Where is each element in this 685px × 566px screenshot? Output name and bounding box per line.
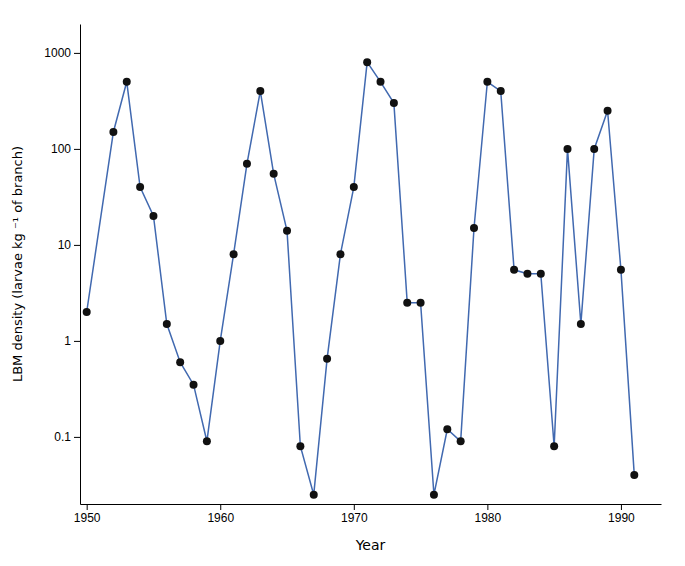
point [457, 437, 465, 445]
point [310, 491, 318, 499]
line [87, 62, 635, 494]
point [417, 299, 425, 307]
point [510, 266, 518, 274]
x-axis-line [81, 504, 662, 505]
x-axis-tick: 1970 [341, 504, 368, 525]
y-axis-tick: 1000 [44, 46, 80, 60]
point [216, 337, 224, 345]
point [390, 99, 398, 107]
x-axis-tick-label: 1990 [608, 511, 635, 525]
y-axis-tick: 100 [51, 142, 80, 156]
point [283, 227, 291, 235]
point [230, 250, 238, 258]
point [190, 381, 198, 389]
point [590, 145, 598, 153]
point [523, 270, 531, 278]
x-axis-tick: 1980 [475, 504, 502, 525]
point [630, 471, 638, 479]
point [136, 183, 144, 191]
point [149, 212, 157, 220]
point [564, 145, 572, 153]
x-axis-tick-mark [487, 504, 488, 510]
point [350, 183, 358, 191]
x-axis-tick-label: 1980 [475, 511, 502, 525]
x-axis-tick-mark [621, 504, 622, 510]
x-axis-tick: 1960 [207, 504, 234, 525]
point [176, 358, 184, 366]
x-axis-tick: 1950 [74, 504, 101, 525]
y-axis-tick-label: 100 [51, 142, 71, 156]
x-axis: 1950 1960 1970 1980 1990 [74, 504, 662, 525]
x-axis-tick-label: 1970 [341, 511, 368, 525]
point [109, 128, 117, 136]
y-axis-tick-mark [74, 245, 80, 246]
y-axis-tick: 1 [64, 334, 80, 348]
point [537, 270, 545, 278]
point [163, 320, 171, 328]
x-axis-tick-mark [87, 504, 88, 510]
x-axis-tick-mark [220, 504, 221, 510]
point [243, 160, 251, 168]
y-axis-tick-label: 0.1 [54, 430, 71, 444]
point [83, 308, 91, 316]
point [483, 78, 491, 86]
y-axis-tick-label: 1000 [44, 46, 71, 60]
point [256, 87, 264, 95]
y-axis-tick-mark [74, 149, 80, 150]
point [203, 437, 211, 445]
x-axis-tick-mark [354, 504, 355, 510]
y-axis-tick-mark [74, 341, 80, 342]
y-axis-tick: 0.1 [54, 430, 80, 444]
point [123, 78, 131, 86]
point [577, 320, 585, 328]
y-axis-line [80, 25, 81, 505]
y-axis-title: LBM density (larvae kg ⁻¹ of branch) [10, 146, 25, 382]
point [363, 58, 371, 66]
point [336, 250, 344, 258]
point [550, 442, 558, 450]
point [470, 224, 478, 232]
y-axis-tick: 10 [58, 238, 80, 252]
x-axis-tick-label: 1960 [207, 511, 234, 525]
plot-area: 1950 1960 1970 1980 1990 0.1 1 10 100 1000 [44, 25, 661, 525]
point [497, 87, 505, 95]
y-axis-tick-mark [74, 53, 80, 54]
marks [83, 58, 639, 498]
point [430, 491, 438, 499]
y-axis-tick-mark [74, 437, 80, 438]
y-axis-tick-label: 10 [58, 238, 72, 252]
point [443, 425, 451, 433]
point [604, 107, 612, 115]
point [323, 355, 331, 363]
x-axis-tick: 1990 [608, 504, 635, 525]
point [377, 78, 385, 86]
point [270, 170, 278, 178]
y-axis-tick-label: 1 [64, 334, 71, 348]
point [403, 299, 411, 307]
points [83, 58, 639, 498]
chart: 1950 1960 1970 1980 1990 0.1 1 10 100 1000 Year LBM… [0, 0, 685, 566]
point [617, 266, 625, 274]
point [296, 442, 304, 450]
y-axis: 0.1 1 10 100 1000 [44, 25, 80, 505]
x-axis-tick-label: 1950 [74, 511, 101, 525]
x-axis-title: Year [355, 537, 386, 553]
